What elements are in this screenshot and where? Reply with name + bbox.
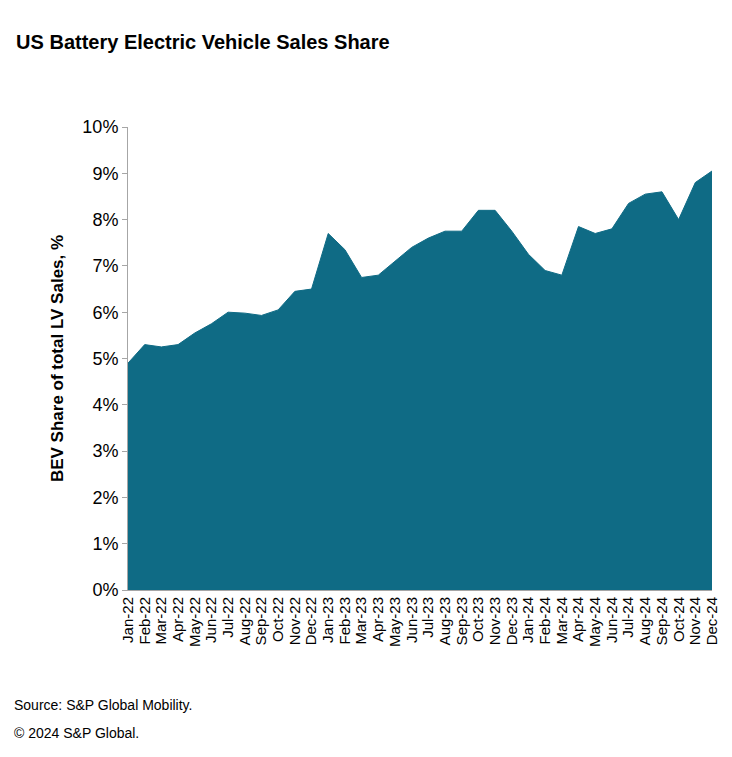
svg-text:Aug-24: Aug-24	[636, 597, 653, 645]
svg-text:Dec-24: Dec-24	[703, 597, 720, 645]
svg-text:2%: 2%	[92, 488, 118, 508]
svg-text:Nov-24: Nov-24	[686, 597, 703, 645]
svg-text:May-23: May-23	[386, 597, 403, 647]
svg-text:May-24: May-24	[586, 597, 603, 647]
svg-text:3%: 3%	[92, 441, 118, 461]
svg-text:6%: 6%	[92, 303, 118, 323]
svg-text:Feb-24: Feb-24	[536, 597, 553, 645]
svg-text:5%: 5%	[92, 349, 118, 369]
svg-text:Mar-24: Mar-24	[553, 597, 570, 645]
svg-text:Feb-22: Feb-22	[136, 597, 153, 645]
svg-text:Dec-22: Dec-22	[302, 597, 319, 645]
svg-text:Apr-24: Apr-24	[569, 597, 586, 642]
svg-text:Apr-23: Apr-23	[369, 597, 386, 642]
svg-text:Jul-24: Jul-24	[619, 597, 636, 638]
svg-text:Jun-23: Jun-23	[403, 597, 420, 643]
svg-text:Oct-22: Oct-22	[269, 597, 286, 642]
svg-text:Source: S&P Global Mobility.: Source: S&P Global Mobility.	[14, 697, 192, 713]
svg-text:Feb-23: Feb-23	[336, 597, 353, 645]
svg-text:10%: 10%	[82, 117, 118, 137]
svg-text:Nov-22: Nov-22	[286, 597, 303, 645]
svg-text:Jun-22: Jun-22	[202, 597, 219, 643]
svg-text:0%: 0%	[92, 580, 118, 600]
svg-text:Mar-22: Mar-22	[152, 597, 169, 645]
svg-text:US Battery Electric Vehicle Sa: US Battery Electric Vehicle Sales Share	[16, 31, 390, 53]
svg-text:Jan-24: Jan-24	[519, 597, 536, 643]
svg-text:Jan-23: Jan-23	[319, 597, 336, 643]
svg-text:Sep-23: Sep-23	[453, 597, 470, 645]
svg-text:Sep-22: Sep-22	[252, 597, 269, 645]
svg-text:7%: 7%	[92, 256, 118, 276]
svg-text:BEV Share of total LV Sales, %: BEV Share of total LV Sales, %	[48, 235, 67, 482]
svg-text:Apr-22: Apr-22	[169, 597, 186, 642]
svg-text:May-22: May-22	[186, 597, 203, 647]
svg-text:Jul-23: Jul-23	[419, 597, 436, 638]
svg-text:Sep-24: Sep-24	[653, 597, 670, 645]
svg-text:Jan-22: Jan-22	[119, 597, 136, 643]
svg-text:9%: 9%	[92, 164, 118, 184]
svg-text:© 2024 S&P Global.: © 2024 S&P Global.	[14, 725, 139, 741]
svg-text:1%: 1%	[92, 534, 118, 554]
svg-text:Jun-24: Jun-24	[603, 597, 620, 643]
svg-text:Dec-23: Dec-23	[503, 597, 520, 645]
svg-text:Nov-23: Nov-23	[486, 597, 503, 645]
svg-text:Jul-22: Jul-22	[219, 597, 236, 638]
svg-text:Oct-24: Oct-24	[670, 597, 687, 642]
svg-text:Mar-23: Mar-23	[352, 597, 369, 645]
svg-text:Oct-23: Oct-23	[469, 597, 486, 642]
svg-text:Aug-23: Aug-23	[436, 597, 453, 645]
svg-text:8%: 8%	[92, 210, 118, 230]
svg-text:Aug-22: Aug-22	[236, 597, 253, 645]
svg-text:4%: 4%	[92, 395, 118, 415]
